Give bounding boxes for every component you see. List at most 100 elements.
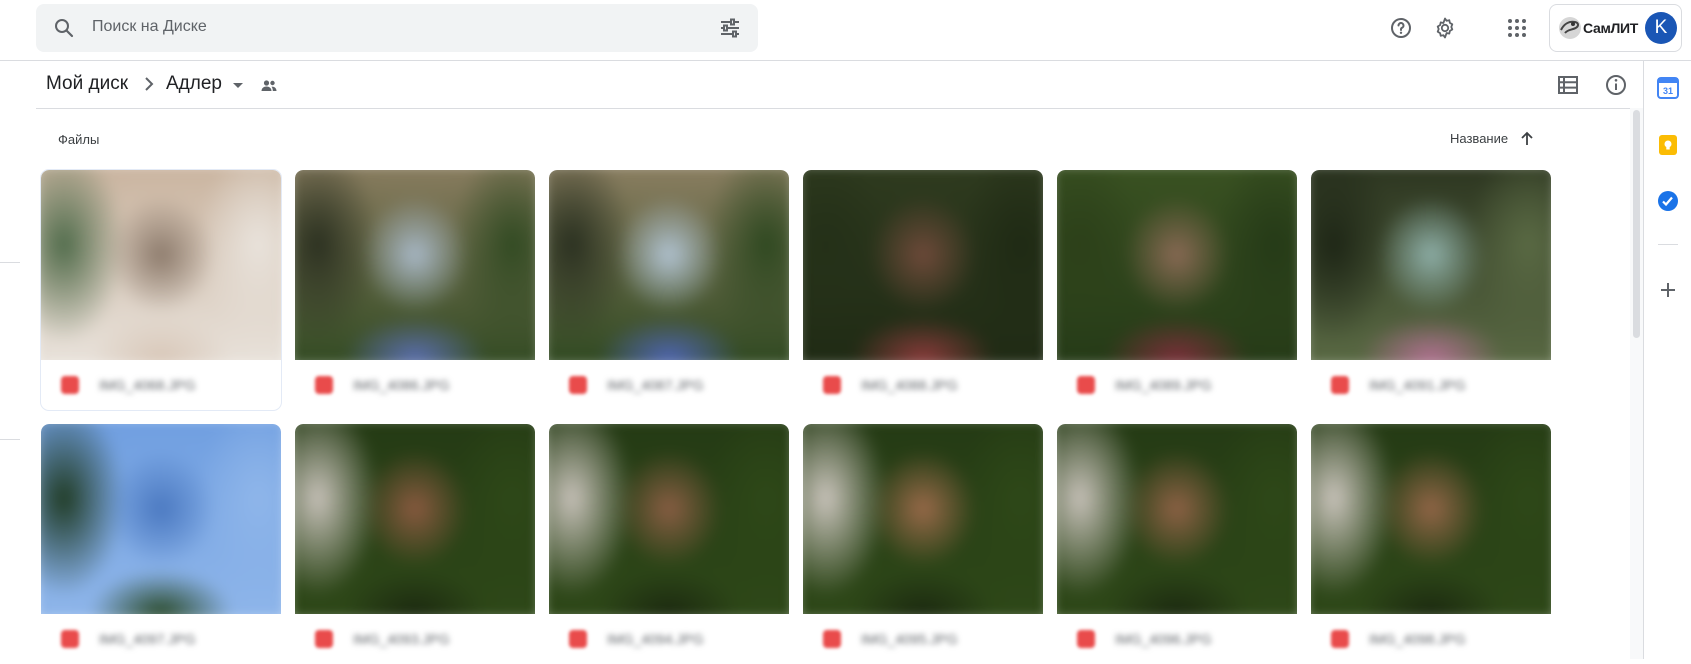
file-thumbnail[interactable] — [803, 424, 1043, 614]
file-name: IMG_4094.JPG — [607, 631, 704, 647]
arrow-up-icon[interactable] — [1518, 130, 1536, 148]
search-input[interactable]: Поиск на Диске — [92, 18, 207, 35]
file-info-row[interactable]: IMG_4087.JPG — [549, 360, 789, 410]
scrollbar[interactable] — [1630, 108, 1643, 659]
blurred-photo-preview — [295, 170, 535, 360]
file-card[interactable]: IMG_4098.JPG — [1311, 424, 1551, 664]
file-info-row[interactable]: IMG_4095.JPG — [803, 614, 1043, 664]
image-file-icon — [1331, 630, 1349, 648]
top-bar: Поиск на Диске — [0, 0, 1691, 61]
caret-down-icon[interactable] — [230, 77, 246, 93]
file-card[interactable]: IMG_4088.JPG — [803, 170, 1043, 410]
file-info-row[interactable]: IMG_4091.JPG — [1311, 360, 1551, 410]
blurred-photo-preview — [295, 424, 535, 614]
image-file-icon — [315, 630, 333, 648]
side-panel: 31 — [1643, 61, 1691, 659]
image-file-icon — [1077, 376, 1095, 394]
avatar[interactable]: K — [1645, 12, 1677, 44]
file-card[interactable]: IMG_4097.JPG — [41, 424, 281, 664]
side-panel-divider — [1658, 244, 1678, 245]
image-file-icon — [823, 630, 841, 648]
left-nav-divider — [0, 439, 20, 440]
gear-icon[interactable] — [1425, 8, 1465, 48]
file-info-row[interactable]: IMG_4094.JPG — [549, 614, 789, 664]
file-card[interactable]: IMG_4068.JPG — [41, 170, 281, 410]
file-thumbnail[interactable] — [295, 424, 535, 614]
file-card[interactable]: IMG_4086.JPG — [295, 170, 535, 410]
sort-by-name-button[interactable]: Название — [1450, 131, 1509, 146]
file-name: IMG_4068.JPG — [99, 377, 196, 393]
blurred-photo-preview — [1311, 170, 1551, 360]
blurred-photo-preview — [1311, 424, 1551, 614]
search-icon[interactable] — [52, 16, 76, 40]
blurred-photo-preview — [803, 170, 1043, 360]
file-name: IMG_4091.JPG — [1369, 377, 1466, 393]
shared-folder-icon[interactable] — [260, 77, 278, 95]
breadcrumb-root[interactable]: Мой диск — [46, 73, 129, 94]
avatar-letter: K — [1654, 17, 1668, 38]
file-info-row[interactable]: IMG_4068.JPG — [41, 360, 281, 410]
blurred-photo-preview — [41, 170, 281, 360]
file-name: IMG_4089.JPG — [1115, 377, 1212, 393]
svg-text:31: 31 — [1663, 86, 1673, 96]
image-file-icon — [61, 630, 79, 648]
chevron-right-icon — [145, 77, 154, 91]
blurred-photo-preview — [1057, 170, 1297, 360]
file-name: IMG_4096.JPG — [1115, 631, 1212, 647]
image-file-icon — [1331, 376, 1349, 394]
file-thumbnail[interactable] — [803, 170, 1043, 360]
file-thumbnail[interactable] — [295, 170, 535, 360]
file-name: IMG_4098.JPG — [1369, 631, 1466, 647]
left-nav-divider — [0, 262, 20, 263]
file-thumbnail[interactable] — [1311, 424, 1551, 614]
breadcrumb: Мой диск Адлер — [36, 61, 1630, 109]
file-thumbnail[interactable] — [41, 170, 281, 360]
account-switcher[interactable]: СамЛИТ K — [1549, 4, 1682, 52]
file-info-row[interactable]: IMG_4089.JPG — [1057, 360, 1297, 410]
file-name: IMG_4088.JPG — [861, 377, 958, 393]
file-thumbnail[interactable] — [1311, 170, 1551, 360]
file-name: IMG_4093.JPG — [353, 631, 450, 647]
file-card[interactable]: IMG_4095.JPG — [803, 424, 1043, 664]
file-thumbnail[interactable] — [41, 424, 281, 614]
keep-icon[interactable] — [1656, 133, 1680, 157]
file-info-row[interactable]: IMG_4097.JPG — [41, 614, 281, 664]
tune-icon[interactable] — [718, 16, 742, 40]
breadcrumb-current-folder[interactable]: Адлер — [166, 73, 222, 94]
file-info-row[interactable]: IMG_4086.JPG — [295, 360, 535, 410]
blurred-photo-preview — [549, 424, 789, 614]
image-file-icon — [823, 376, 841, 394]
file-thumbnail[interactable] — [1057, 424, 1297, 614]
file-info-row[interactable]: IMG_4098.JPG — [1311, 614, 1551, 664]
apps-grid-icon[interactable] — [1497, 8, 1537, 48]
search-box[interactable]: Поиск на Диске — [36, 4, 758, 52]
image-file-icon — [61, 376, 79, 394]
file-info-row[interactable]: IMG_4096.JPG — [1057, 614, 1297, 664]
file-thumbnail[interactable] — [549, 424, 789, 614]
organization-name: СамЛИТ — [1583, 20, 1639, 36]
info-icon[interactable] — [1599, 68, 1633, 102]
file-card[interactable]: IMG_4096.JPG — [1057, 424, 1297, 664]
tasks-icon[interactable] — [1656, 189, 1680, 213]
file-name: IMG_4087.JPG — [607, 377, 704, 393]
scrollbar-thumb[interactable] — [1633, 110, 1640, 338]
blurred-photo-preview — [549, 170, 789, 360]
add-icon[interactable] — [1656, 278, 1680, 302]
file-card[interactable]: IMG_4093.JPG — [295, 424, 535, 664]
file-card[interactable]: IMG_4087.JPG — [549, 170, 789, 410]
file-card[interactable]: IMG_4089.JPG — [1057, 170, 1297, 410]
organization-logo-icon — [1559, 17, 1581, 39]
file-card[interactable]: IMG_4091.JPG — [1311, 170, 1551, 410]
file-info-row[interactable]: IMG_4088.JPG — [803, 360, 1043, 410]
file-thumbnail[interactable] — [1057, 170, 1297, 360]
list-view-icon[interactable] — [1551, 68, 1585, 102]
file-card[interactable]: IMG_4094.JPG — [549, 424, 789, 664]
file-info-row[interactable]: IMG_4093.JPG — [295, 614, 535, 664]
calendar-icon[interactable]: 31 — [1656, 76, 1680, 100]
help-icon[interactable] — [1381, 8, 1421, 48]
image-file-icon — [569, 630, 587, 648]
files-section-label: Файлы — [58, 132, 100, 147]
file-thumbnail[interactable] — [549, 170, 789, 360]
blurred-photo-preview — [1057, 424, 1297, 614]
file-name: IMG_4095.JPG — [861, 631, 958, 647]
